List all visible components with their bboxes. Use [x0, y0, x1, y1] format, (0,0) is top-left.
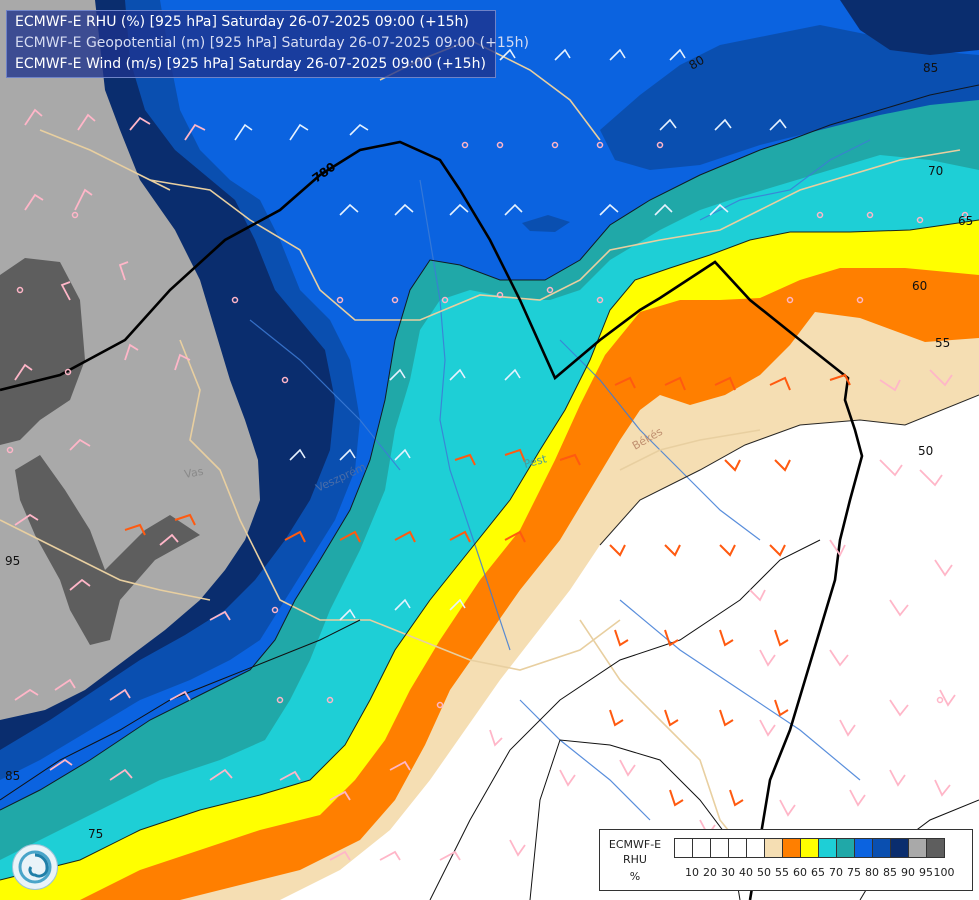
label-rhu-85-top: 85	[923, 61, 938, 75]
title-wind: ECMWF-E Wind (m/s) [925 hPa] Saturday 26…	[15, 56, 486, 72]
rhu-fill-100-south	[15, 455, 200, 645]
wind-barbs-dry	[124, 373, 851, 877]
legend-tick: 60	[793, 866, 807, 879]
legend-tick: 40	[739, 866, 753, 879]
label-rhu-95: 95	[5, 554, 20, 568]
legend-swatch	[801, 838, 819, 858]
rhu-fill-100-west	[0, 258, 85, 445]
legend-swatch	[711, 838, 729, 858]
label-rhu-50: 50	[918, 444, 933, 458]
legend-model: ECMWF-E	[608, 838, 662, 851]
provider-logo	[12, 844, 58, 890]
label-vas: Vas	[183, 465, 204, 481]
legend-tick: 70	[829, 866, 843, 879]
rhu-fill-85-northeast	[600, 25, 979, 170]
legend-tick: 80	[865, 866, 879, 879]
legend-swatch	[765, 838, 783, 858]
legend-tick: 10	[685, 866, 699, 879]
label-pest: Pest	[522, 452, 548, 471]
map-title-box: ECMWF-E RHU (%) [925 hPa] Saturday 26-07…	[6, 10, 529, 78]
geopotential-780-line	[0, 140, 864, 900]
label-rhu-75: 75	[88, 827, 103, 841]
rhu-fill-85-pocket	[522, 215, 570, 232]
label-rhu-85-bottom: 85	[5, 769, 20, 783]
legend-tick: 95	[919, 866, 933, 879]
legend-tick: 65	[811, 866, 825, 879]
label-rhu-65: 65	[958, 214, 973, 228]
label-rhu-80: 80	[687, 53, 707, 73]
legend-swatch	[927, 838, 945, 858]
calm-markers	[6, 141, 969, 709]
legend-swatch	[909, 838, 927, 858]
legend-swatch	[675, 838, 693, 858]
legend-swatch	[855, 838, 873, 858]
legend-swatches	[674, 838, 945, 858]
label-rhu-60: 60	[912, 279, 927, 293]
legend-tick: 85	[883, 866, 897, 879]
legend-tick: 50	[757, 866, 771, 879]
swirl-icon	[18, 850, 52, 884]
contour-labels: 50 55 60 65 70 80 85 85 95 75 780	[5, 53, 973, 841]
rhu-legend: ECMWF-E RHU % 10 20 30 40 50 55 60 65 70 75 80 85 90…	[599, 829, 973, 891]
legend-swatch	[729, 838, 747, 858]
legend-swatch	[819, 838, 837, 858]
legend-unit: %	[629, 870, 641, 883]
wind-barbs-white	[234, 48, 787, 621]
rhu-fill-90-northeast	[840, 0, 979, 55]
legend-variable: RHU	[623, 853, 647, 866]
wind-barbs-humid	[14, 108, 956, 861]
legend-swatch	[693, 838, 711, 858]
borders	[0, 39, 961, 871]
title-rhu: ECMWF-E RHU (%) [925 hPa] Saturday 26-07…	[15, 14, 469, 30]
legend-swatch	[837, 838, 855, 858]
label-rhu-70: 70	[928, 164, 943, 178]
rivers	[249, 139, 871, 821]
legend-swatch	[891, 838, 909, 858]
title-geopotential: ECMWF-E Geopotential (m) [925 hPa] Satur…	[15, 35, 530, 51]
legend-tick: 30	[721, 866, 735, 879]
legend-tick: 55	[775, 866, 789, 879]
rhu-contours	[0, 84, 979, 881]
legend-swatch	[747, 838, 765, 858]
legend-swatch	[873, 838, 891, 858]
legend-swatch	[783, 838, 801, 858]
legend-tick: 100	[933, 866, 955, 879]
legend-tick: 20	[703, 866, 717, 879]
label-rhu-55: 55	[935, 336, 950, 350]
legend-tick: 75	[847, 866, 861, 879]
legend-tick: 90	[901, 866, 915, 879]
